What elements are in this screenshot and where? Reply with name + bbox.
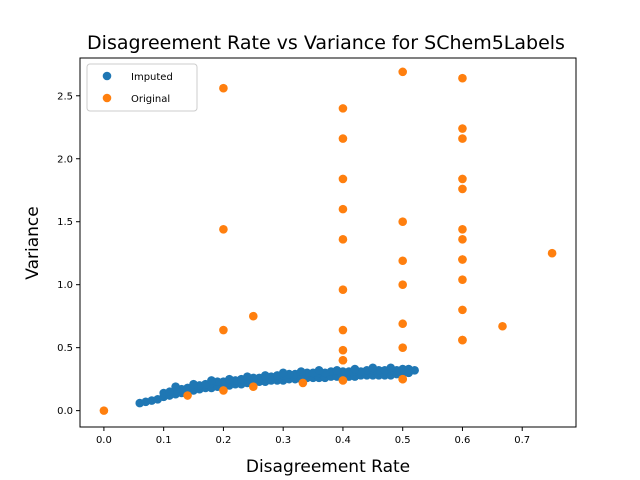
data-point xyxy=(338,204,348,214)
data-point xyxy=(165,387,174,397)
data-point xyxy=(338,134,348,143)
data-point xyxy=(458,73,467,83)
data-point xyxy=(207,376,216,385)
data-point xyxy=(99,406,109,415)
data-point xyxy=(398,319,407,329)
data-point xyxy=(498,321,507,331)
data-point xyxy=(368,363,378,373)
data-point xyxy=(338,376,348,385)
data-point xyxy=(338,285,348,295)
data-point xyxy=(547,248,557,258)
legend-marker xyxy=(102,93,112,103)
x-tick-label: 0.7 xyxy=(514,435,530,446)
data-point xyxy=(225,374,234,384)
y-tick-label: 2.5 xyxy=(57,91,73,102)
data-point xyxy=(458,275,467,284)
data-point xyxy=(338,104,348,113)
data-point xyxy=(338,325,348,335)
x-axis: 0.0 0.1 0.2 0.3 0.4 0.5 0.6 0.7 xyxy=(96,427,530,446)
data-point xyxy=(260,371,270,380)
data-point xyxy=(219,325,228,335)
legend-label: Original xyxy=(131,94,170,105)
x-tick-label: 0.2 xyxy=(215,435,231,446)
x-tick-label: 0.3 xyxy=(275,435,291,446)
y-tick-label: 0.5 xyxy=(57,343,73,354)
data-point xyxy=(458,174,467,184)
data-point xyxy=(183,391,192,400)
x-tick-label: 0.4 xyxy=(335,435,351,446)
data-point xyxy=(350,364,360,374)
data-point xyxy=(338,235,348,244)
y-tick-label: 1.5 xyxy=(57,217,73,228)
data-points xyxy=(99,67,557,415)
chart-title: Disagreement Rate vs Variance for SChem5… xyxy=(87,32,565,54)
legend-box xyxy=(86,63,198,112)
data-point xyxy=(458,305,467,315)
legend-label: Imputed xyxy=(131,72,173,83)
data-point xyxy=(398,343,407,352)
data-point xyxy=(338,174,348,184)
data-point xyxy=(249,311,258,321)
data-point xyxy=(458,335,467,345)
y-axis-label: Variance xyxy=(23,206,43,279)
data-point xyxy=(458,124,467,133)
data-point xyxy=(404,364,413,374)
legend-marker xyxy=(102,71,112,81)
data-point xyxy=(249,382,258,391)
plot-area xyxy=(79,57,577,428)
data-point xyxy=(219,83,228,93)
x-tick-label: 0.5 xyxy=(395,435,411,446)
legend: Imputed Original xyxy=(86,63,198,112)
data-point xyxy=(398,217,407,227)
data-point xyxy=(338,345,348,355)
data-point xyxy=(458,235,467,244)
series-imputed xyxy=(135,363,419,408)
x-axis-label: Disagreement Rate xyxy=(246,457,410,477)
data-point xyxy=(171,382,180,391)
x-tick-label: 0.6 xyxy=(455,435,471,446)
data-point xyxy=(296,367,306,376)
y-tick-label: 0.0 xyxy=(57,406,73,417)
data-point xyxy=(219,224,228,234)
data-point xyxy=(314,366,324,375)
data-point xyxy=(458,224,467,234)
data-point xyxy=(298,378,308,388)
data-point xyxy=(398,67,407,77)
data-point xyxy=(243,372,252,381)
data-point xyxy=(338,355,348,365)
data-point xyxy=(458,134,467,143)
data-point xyxy=(386,363,396,373)
y-axis: 0.0 0.5 1.0 1.5 2.0 2.5 xyxy=(57,91,80,417)
data-point xyxy=(458,184,467,194)
data-point xyxy=(332,366,342,375)
data-point xyxy=(398,280,407,289)
y-tick-label: 2.0 xyxy=(57,154,73,165)
data-point xyxy=(398,256,407,266)
data-point xyxy=(398,374,407,384)
series-original xyxy=(99,67,557,415)
data-point xyxy=(219,386,228,395)
y-tick-label: 1.0 xyxy=(57,280,73,291)
x-tick-label: 0.0 xyxy=(96,435,112,446)
data-point xyxy=(189,379,198,389)
data-point xyxy=(278,368,288,378)
x-tick-label: 0.1 xyxy=(156,435,172,446)
data-point xyxy=(458,255,467,264)
